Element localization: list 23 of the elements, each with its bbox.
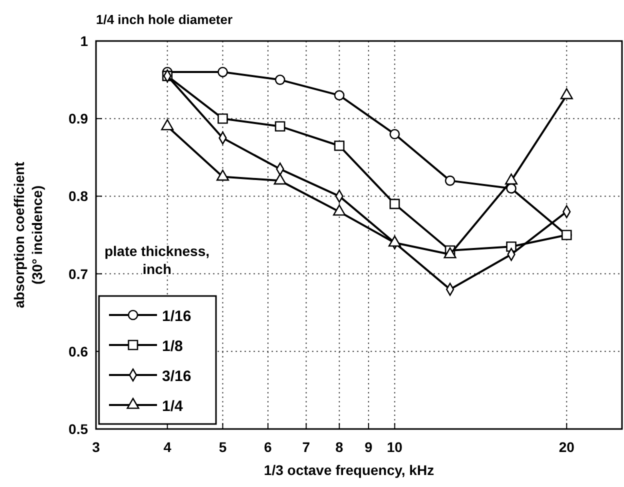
- x-tick-label: 3: [92, 439, 100, 455]
- y-tick-label: 0.8: [68, 188, 88, 204]
- x-tick-label: 9: [364, 439, 373, 455]
- x-axis-title: 1/3 octave frequency, kHz: [264, 462, 434, 478]
- y-tick-label: 0.9: [68, 110, 88, 127]
- chart-title: 1/4 inch hole diameter: [96, 12, 233, 27]
- legend-title: plate thickness, inch: [104, 243, 210, 277]
- x-tick-label: 20: [558, 439, 575, 455]
- y-tick-label: 1: [80, 33, 88, 49]
- x-tick-label: 5: [218, 439, 227, 455]
- y-tick-label: 0.5: [68, 421, 88, 437]
- legend-label: 1/16: [162, 308, 192, 325]
- x-tick-label: 10: [386, 439, 403, 455]
- y-axis-title: absorption coefficient (30° incidence): [11, 162, 45, 308]
- y-tick-label: 0.7: [68, 266, 88, 282]
- legend-label: 3/16: [162, 368, 192, 385]
- x-tick-label: 6: [264, 439, 272, 455]
- x-tick-label: 4: [163, 439, 172, 455]
- y-tick-label: 0.6: [68, 343, 88, 360]
- legend-label: 1/4: [162, 398, 184, 415]
- x-tick-label: 7: [302, 439, 310, 455]
- legend-label: 1/8: [162, 338, 183, 355]
- x-tick-label: 8: [335, 439, 344, 455]
